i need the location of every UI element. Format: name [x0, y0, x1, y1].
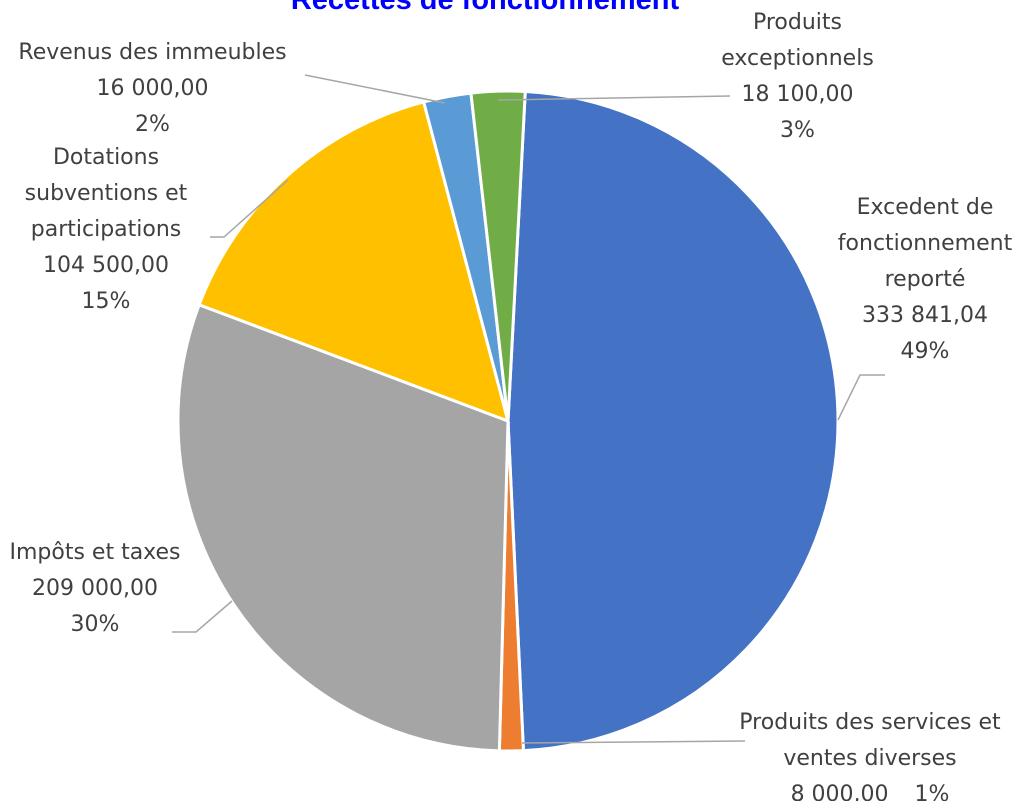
category-label: Excedent de fonctionnement reporté — [837, 195, 1013, 292]
leader-line — [172, 600, 233, 633]
value-label: 104 500,00 — [43, 253, 169, 278]
data-label: Produits des services et ventes diverses… — [720, 705, 1020, 801]
percent-label: 30% — [70, 612, 120, 637]
data-label: Excedent de fonctionnement reporté 333 84… — [835, 190, 1015, 370]
category-label: Produits des services et ventes diverses — [739, 710, 1001, 771]
value-label: 16 000,00 — [96, 76, 209, 101]
leader-line — [304, 74, 446, 104]
leader-line — [210, 179, 289, 238]
pie-slice — [506, 89, 840, 753]
value-label: 209 000,00 — [32, 576, 158, 601]
pie-slice — [197, 100, 511, 424]
data-label: Revenus des immeubles 16 000,00 2% — [0, 35, 305, 143]
value-label: 18 100,00 — [741, 82, 854, 107]
category-label: Dotations subventions et participations — [24, 145, 188, 242]
leader-line — [837, 374, 885, 421]
pie-slice — [469, 89, 527, 422]
value-label: 8 000,00 — [790, 782, 889, 801]
percent-label: 49% — [900, 339, 950, 364]
data-label: Dotations subventions et participations 1… — [0, 140, 212, 320]
chart-title: Recettes de fonctionnement — [290, 0, 680, 16]
category-label: Revenus des immeubles — [18, 40, 287, 65]
leader-line — [521, 740, 746, 744]
value-label: 333 841,04 — [862, 303, 988, 328]
category-label: Impôts et taxes — [9, 540, 181, 565]
percent-label: 15% — [81, 289, 131, 314]
pie-slice — [176, 302, 510, 753]
leader-line — [497, 95, 731, 101]
data-label: Produits exceptionnels 18 100,00 3% — [700, 5, 895, 149]
category-label: Produits exceptionnels — [721, 10, 874, 71]
percent-label: 2% — [135, 112, 170, 137]
percent-label: 1% — [914, 782, 950, 801]
percent-label: 3% — [780, 118, 815, 143]
data-label: Impôts et taxes 209 000,00 30% — [0, 535, 190, 643]
